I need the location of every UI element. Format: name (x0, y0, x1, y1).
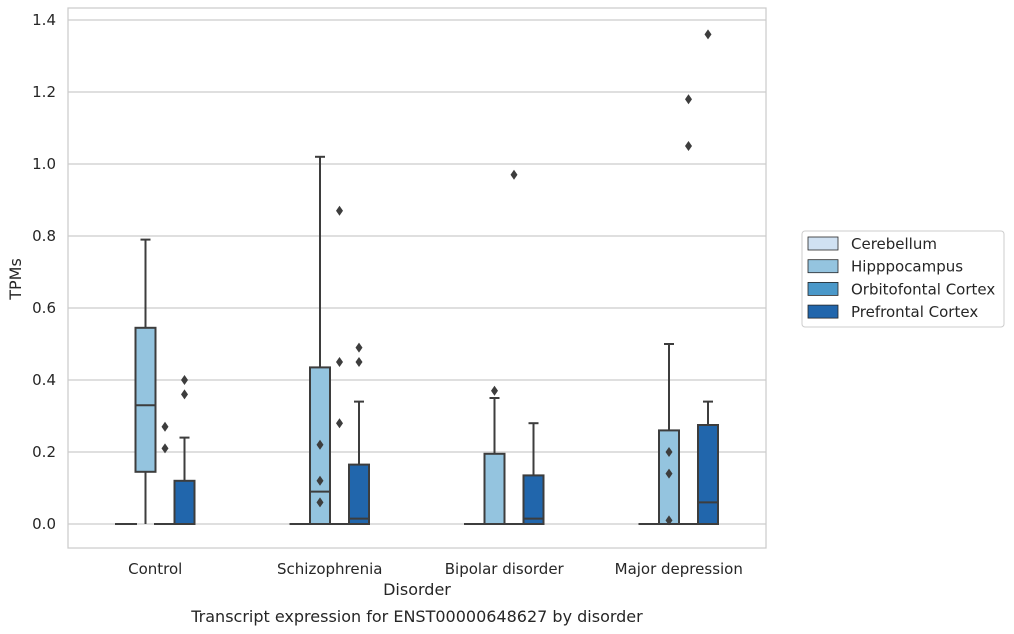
x-tick-label: Major depression (615, 560, 743, 578)
outlier-point (685, 94, 692, 105)
legend-label: Orbitofontal Cortex (851, 280, 995, 298)
y-tick-label: 0.2 (32, 443, 56, 461)
outlier-point (161, 421, 169, 432)
x-tick-label: Bipolar disorder (445, 560, 565, 578)
y-tick-label: 1.2 (32, 83, 56, 101)
box-2-2 (503, 169, 525, 526)
outlier-point (161, 443, 169, 454)
box-1-2 (483, 385, 506, 525)
box-body (483, 452, 506, 525)
x-axis-label: Disorder (383, 580, 451, 599)
box-1-3 (658, 343, 680, 526)
boxes (115, 29, 719, 526)
outlier-point (316, 439, 324, 450)
legend-swatch (807, 304, 839, 319)
outlier-point (181, 375, 188, 385)
legend-swatch (807, 281, 839, 296)
outlier-point (336, 205, 343, 216)
box-3-0 (173, 375, 196, 525)
box-2-3 (677, 94, 700, 526)
legend-label: Hipppocampus (851, 258, 963, 276)
outlier-point (665, 447, 673, 457)
y-axis-label: TPMs (6, 258, 25, 301)
outlier-point (665, 468, 673, 479)
box-3-3 (697, 29, 719, 525)
outlier-point (685, 141, 692, 151)
outlier-point (181, 389, 188, 400)
outlier-point (316, 475, 324, 486)
box-1-0 (134, 238, 157, 524)
box-2-0 (154, 421, 176, 526)
outlier-point (665, 515, 673, 526)
y-tick-label: 0.6 (32, 299, 56, 317)
box-1-1 (309, 155, 331, 525)
outlier-point (336, 418, 343, 429)
box-2-1 (328, 205, 351, 526)
outlier-point (316, 497, 324, 508)
x-tick-labels: Control Schizophrenia Bipolar disorder Majo… (128, 560, 743, 578)
outlier-point (355, 342, 363, 353)
x-tick-label: Control (128, 560, 182, 578)
y-tick-label: 0.4 (32, 371, 56, 389)
box-3-2 (522, 422, 545, 525)
box-body (522, 474, 545, 525)
box-body (348, 463, 370, 526)
outlier-point (491, 385, 498, 396)
box-body (697, 424, 719, 525)
legend: Cerebellum Hipppocampus Orbitofontal Corte… (801, 230, 1005, 328)
y-tick-label: 0.8 (32, 227, 56, 245)
y-tick-label: 1.0 (32, 155, 56, 173)
outlier-point (355, 357, 363, 367)
box-3-1 (348, 342, 370, 526)
outlier-point (510, 169, 518, 180)
chart-caption: Transcript expression for ENST0000064862… (190, 607, 643, 626)
y-tick-label: 0.0 (32, 515, 56, 533)
legend-swatch (807, 259, 839, 274)
x-tick-label: Schizophrenia (277, 560, 382, 578)
box-body (134, 326, 157, 473)
legend-label: Prefrontal Cortex (851, 303, 978, 321)
box-body (173, 479, 196, 525)
outlier-point (704, 29, 712, 40)
legend-frame (801, 230, 1005, 328)
outlier-point (336, 357, 343, 367)
legend-swatch (807, 236, 839, 251)
plot-area (67, 7, 767, 549)
y-tick-label: 1.4 (32, 11, 56, 29)
legend-label: Cerebellum (851, 235, 937, 253)
y-tick-labels: 0.0 0.2 0.4 0.6 0.8 1.0 1.2 1.4 (32, 11, 56, 533)
